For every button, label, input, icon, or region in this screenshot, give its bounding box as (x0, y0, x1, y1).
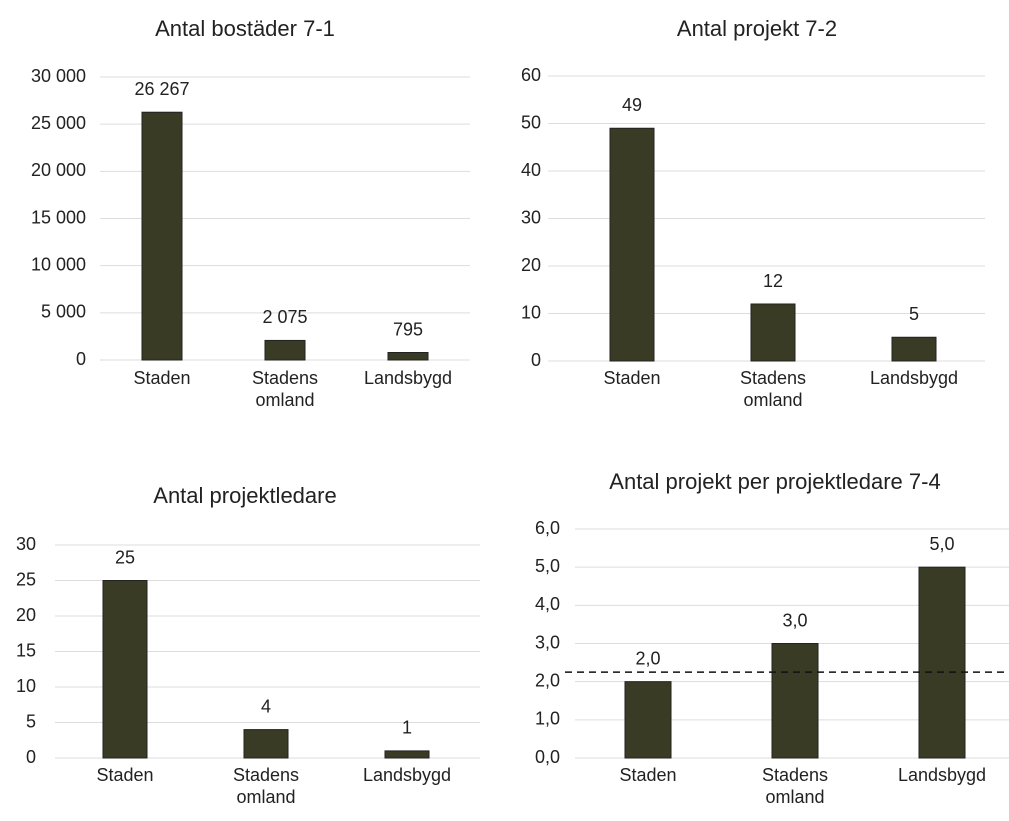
x-tick-label: Stadens omland (251, 368, 319, 410)
data-label: 5,0 (929, 534, 954, 554)
x-tick-label: Landsbygd (869, 368, 959, 388)
bar (609, 127, 655, 362)
bar (750, 303, 796, 362)
y-tick-label: 25 (16, 569, 36, 589)
y-tick-label: 6,0 (535, 518, 560, 538)
y-tick-label: 10 (16, 676, 36, 696)
y-tick-label: 5 000 (41, 302, 86, 322)
y-tick-label: 0 (26, 747, 36, 767)
bar (141, 111, 183, 361)
bar (264, 339, 306, 361)
y-tick-label: 25 000 (31, 113, 86, 133)
y-tick-label: 20 000 (31, 160, 86, 180)
data-label: 12 (763, 271, 783, 291)
data-label: 4 (261, 696, 271, 716)
data-label: 5 (909, 304, 919, 324)
y-tick-label: 1,0 (535, 709, 560, 729)
data-label: 26 267 (134, 79, 189, 99)
y-tick-label: 10 000 (31, 254, 86, 274)
y-tick-label: 2,0 (535, 670, 560, 690)
bar (384, 750, 430, 759)
chart-title: Antal bostäder 7-1 (155, 16, 335, 41)
y-tick-label: 15 (16, 640, 36, 660)
x-tick-label: Stadens omland (739, 368, 807, 410)
bar (771, 643, 819, 759)
data-label: 2 075 (262, 307, 307, 327)
x-tick-label: Landsbygd (363, 368, 453, 388)
x-tick-label: Landsbygd (362, 765, 452, 785)
x-tick-label: Staden (133, 368, 191, 388)
y-tick-label: 15 000 (31, 207, 86, 227)
x-tick-label: Landsbygd (897, 765, 987, 785)
bar (918, 566, 966, 759)
data-label: 795 (393, 319, 423, 339)
y-tick-label: 0 (531, 350, 541, 370)
bar (243, 729, 289, 759)
data-label: 25 (115, 547, 135, 567)
x-tick-label: Stadens omland (232, 765, 300, 807)
x-tick-label: Stadens omland (761, 765, 829, 807)
bar (624, 681, 672, 759)
y-tick-label: 30 (521, 207, 541, 227)
y-tick-label: 40 (521, 160, 541, 180)
chart-title: Antal projekt per projektledare 7-4 (609, 469, 940, 494)
y-tick-label: 4,0 (535, 594, 560, 614)
y-tick-label: 0 (76, 349, 86, 369)
y-tick-label: 10 (521, 302, 541, 322)
y-tick-label: 50 (521, 112, 541, 132)
y-tick-label: 60 (521, 65, 541, 85)
chart-title: Antal projektledare (153, 483, 336, 508)
y-tick-label: 20 (16, 605, 36, 625)
data-label: 49 (622, 95, 642, 115)
y-tick-label: 20 (521, 255, 541, 275)
y-tick-label: 30 000 (31, 66, 86, 86)
bar (102, 580, 148, 759)
x-tick-label: Staden (619, 765, 677, 785)
x-tick-label: Staden (603, 368, 661, 388)
y-tick-label: 5,0 (535, 556, 560, 576)
x-tick-label: Staden (96, 765, 154, 785)
y-tick-label: 5 (26, 711, 36, 731)
y-tick-label: 30 (16, 534, 36, 554)
data-label: 3,0 (782, 610, 807, 630)
data-label: 1 (402, 718, 412, 738)
bar (387, 352, 429, 361)
y-tick-label: 3,0 (535, 632, 560, 652)
y-tick-label: 0,0 (535, 747, 560, 767)
chart-title: Antal projekt 7-2 (677, 16, 837, 41)
bar (891, 336, 937, 362)
data-label: 2,0 (635, 648, 660, 668)
